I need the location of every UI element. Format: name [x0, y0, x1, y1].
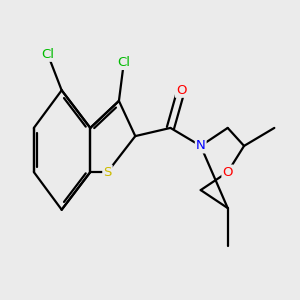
- Text: S: S: [103, 166, 112, 178]
- Text: O: O: [223, 166, 233, 178]
- Text: Cl: Cl: [117, 56, 130, 69]
- Text: O: O: [176, 84, 186, 97]
- Text: Cl: Cl: [41, 48, 54, 61]
- Text: N: N: [196, 140, 206, 152]
